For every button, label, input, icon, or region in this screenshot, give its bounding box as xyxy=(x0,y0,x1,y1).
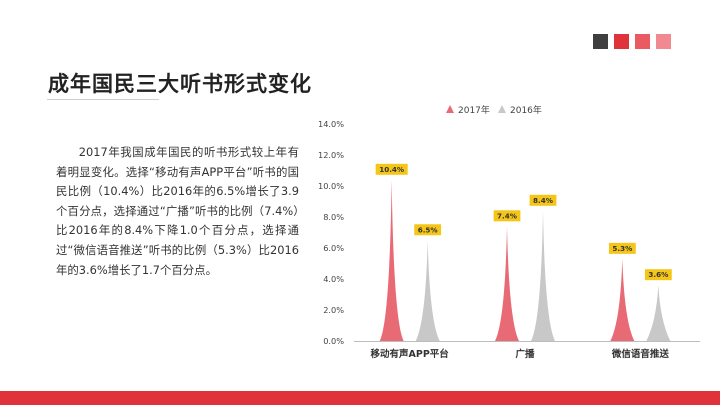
data-label: 3.6% xyxy=(648,270,668,279)
data-label-box xyxy=(493,210,521,222)
data-label: 5.3% xyxy=(612,244,632,253)
cone-bar-2016 xyxy=(415,240,440,341)
data-label-box xyxy=(414,224,442,236)
legend-marker-2017 xyxy=(446,105,454,113)
data-label: 7.4% xyxy=(497,211,517,220)
cone-bar-2017 xyxy=(495,226,519,341)
data-label: 10.4% xyxy=(379,165,404,174)
data-label-box xyxy=(375,163,408,175)
data-label: 6.5% xyxy=(418,225,438,234)
data-label-box xyxy=(644,269,672,281)
y-tick-label: 8.0% xyxy=(323,212,344,222)
x-category-label: 广播 xyxy=(515,348,535,360)
legend-label: 2017年 xyxy=(458,104,490,116)
listening-forms-chart: 0.0% 2.0% 4.0% 6.0% 8.0% 10.0% 12.0% 14.0% 10.4%… xyxy=(318,104,700,360)
data-label: 8.4% xyxy=(533,196,553,205)
legend-marker-2016 xyxy=(498,105,506,113)
decor-square-dark xyxy=(593,34,608,49)
decor-square-light xyxy=(656,34,671,49)
bottom-accent-bar xyxy=(0,391,720,405)
y-tick-label: 6.0% xyxy=(323,243,344,253)
cone-bar-2016 xyxy=(646,285,671,341)
y-tick-label: 4.0% xyxy=(323,274,344,284)
cone-bar-2017 xyxy=(610,258,635,341)
legend-label: 2016年 xyxy=(510,104,542,116)
decor-square-red xyxy=(614,34,629,49)
x-category-label: 微信语音推送 xyxy=(611,348,670,360)
decor-square-mid xyxy=(635,34,650,49)
y-tick-label: 2.0% xyxy=(323,305,344,315)
y-tick-label: 0.0% xyxy=(323,336,344,346)
y-tick-label: 12.0% xyxy=(318,150,344,160)
y-tick-label: 10.0% xyxy=(318,181,344,191)
y-tick-label: 14.0% xyxy=(318,119,344,129)
x-category-label: 移动有声APP平台 xyxy=(371,348,450,360)
slide-title: 成年国民三大听书形式变化 xyxy=(48,72,312,96)
title-underline xyxy=(47,99,159,100)
cone-bar-2017 xyxy=(379,179,404,341)
data-label-box xyxy=(529,194,557,206)
summary-paragraph: 2017年我国成年国民的听书形式较上年有着明显变化。选择“移动有声APP平台”听… xyxy=(56,145,299,277)
cone-bar-2016 xyxy=(531,210,555,341)
data-label-box xyxy=(608,242,636,254)
